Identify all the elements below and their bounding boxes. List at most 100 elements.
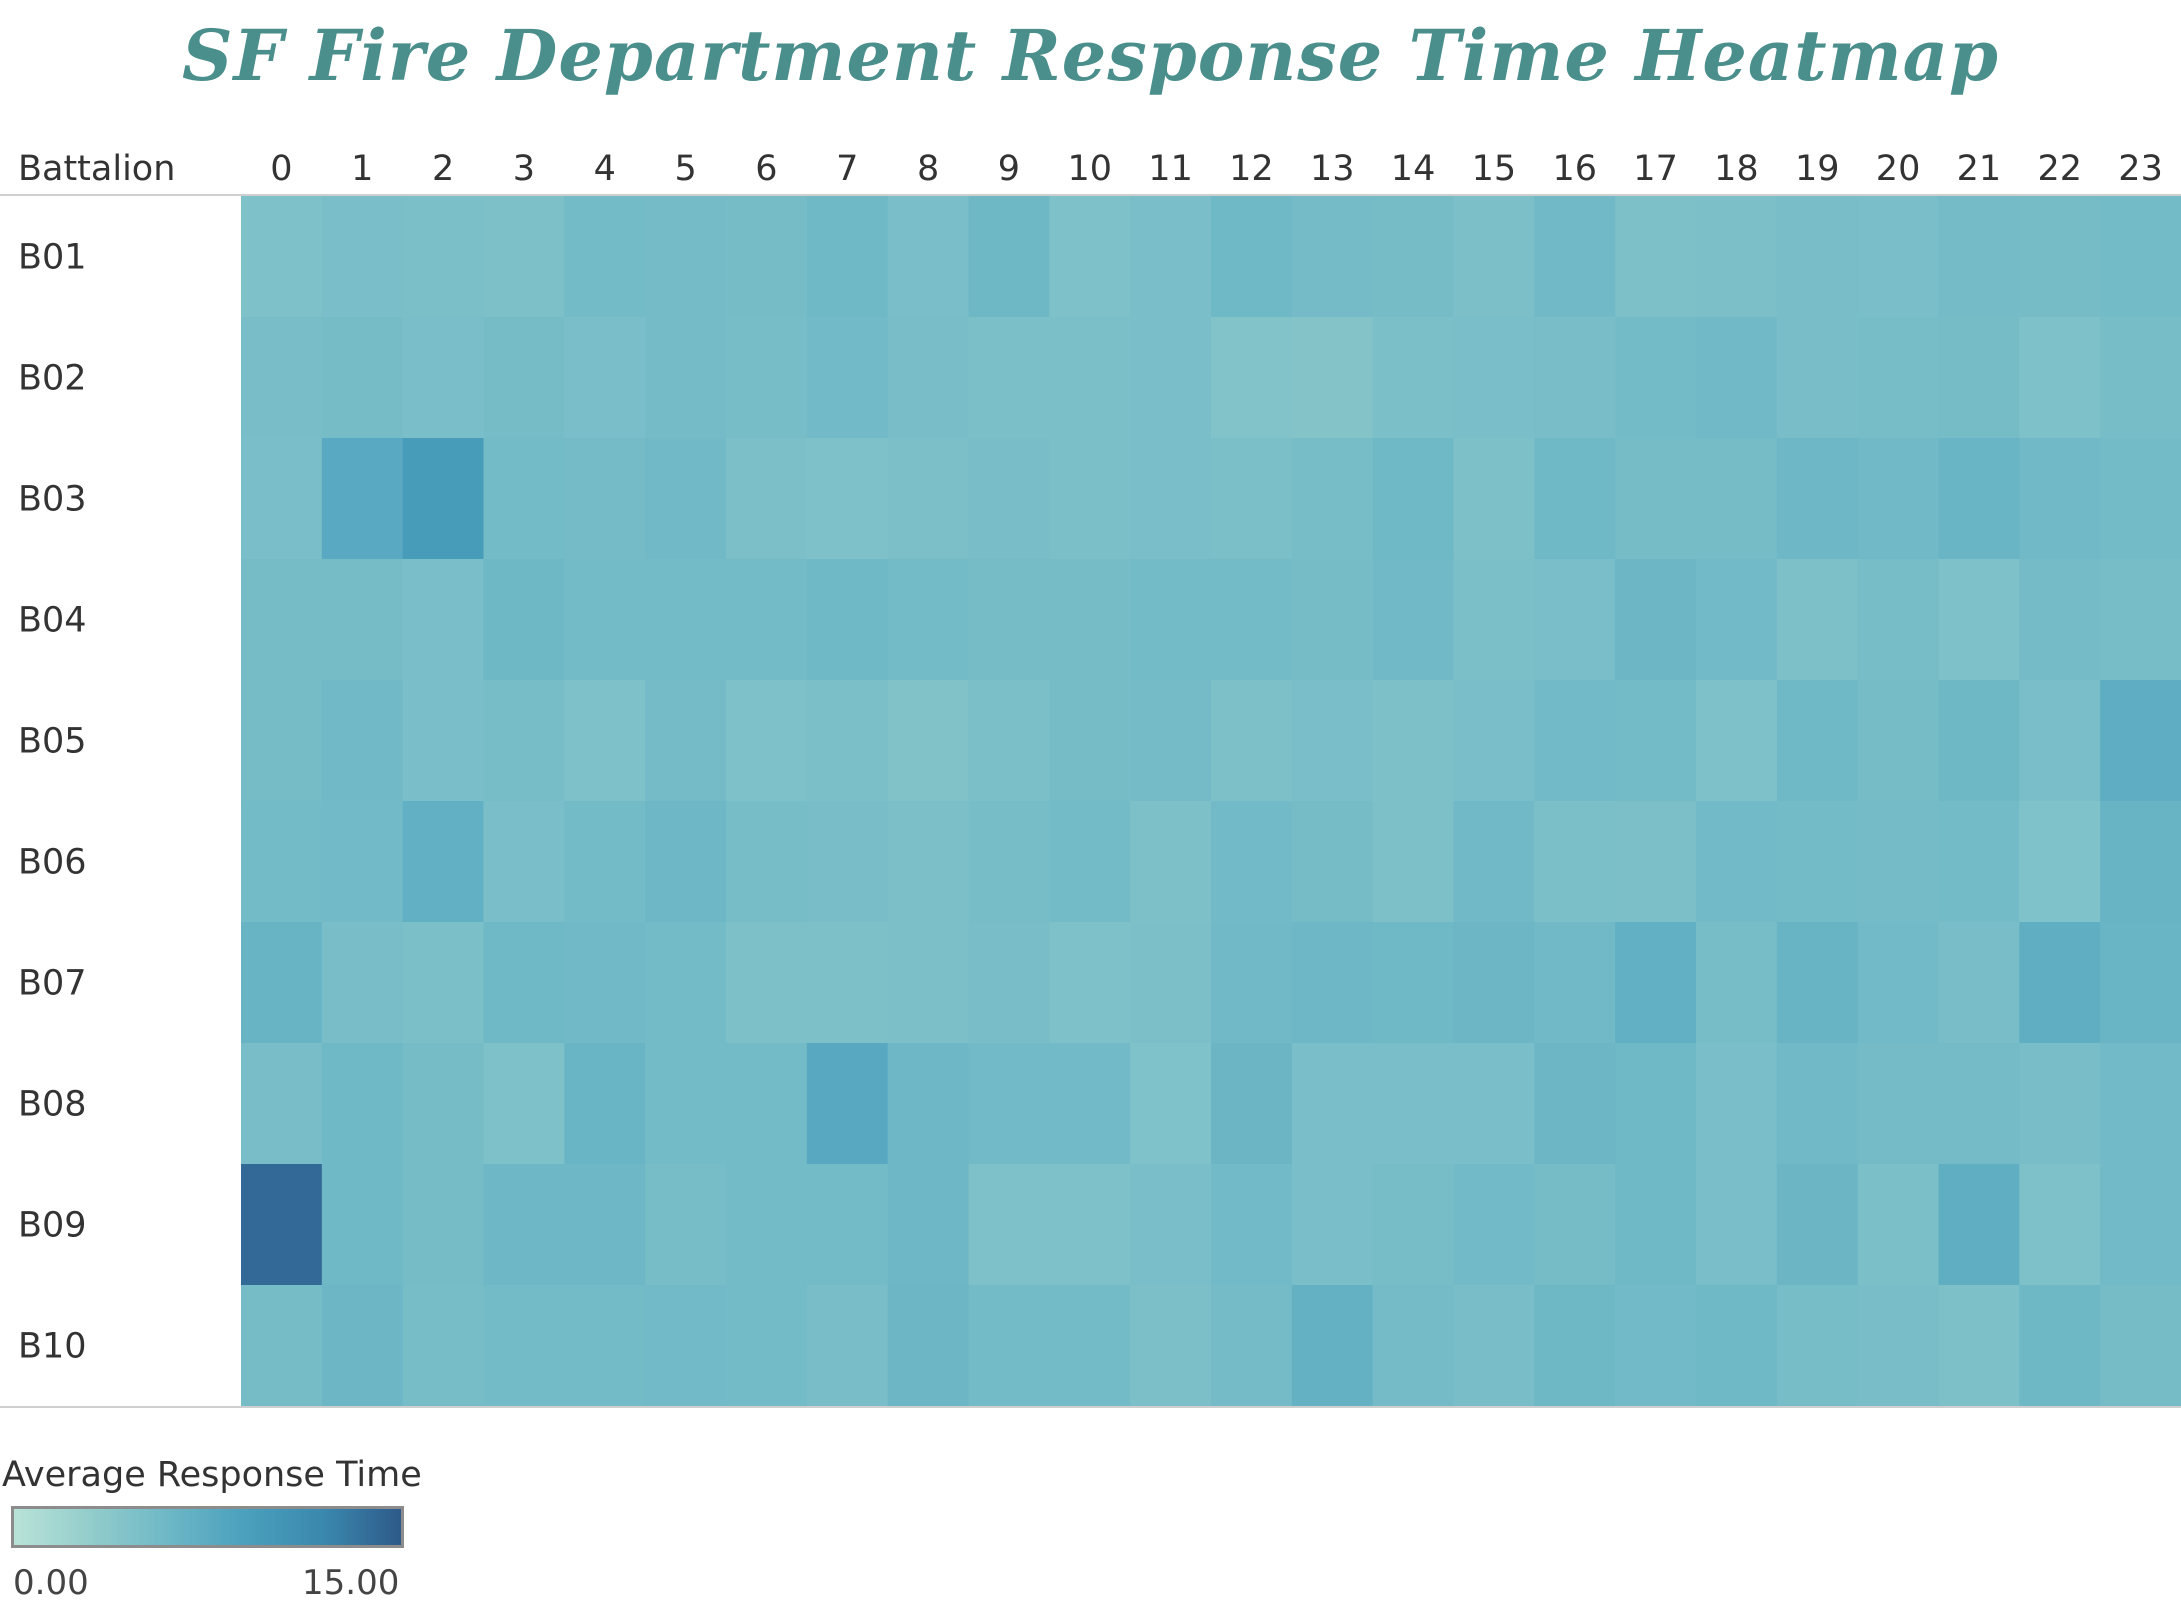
heatmap-cell[interactable] — [1615, 1285, 1697, 1407]
heatmap-cell[interactable] — [806, 438, 889, 560]
heatmap-cell[interactable] — [1291, 680, 1374, 802]
heatmap-cell[interactable] — [1534, 801, 1616, 923]
heatmap-cell[interactable] — [2019, 438, 2101, 560]
heatmap-cell[interactable] — [1696, 922, 1778, 1044]
heatmap-cell[interactable] — [321, 1285, 404, 1407]
heatmap-cell[interactable] — [1453, 559, 1535, 681]
heatmap-cell[interactable] — [564, 1285, 646, 1407]
heatmap-cell[interactable] — [321, 922, 404, 1044]
heatmap-cell[interactable] — [1291, 1043, 1374, 1165]
heatmap-cell[interactable] — [2100, 438, 2181, 560]
heatmap-cell[interactable] — [968, 438, 1050, 560]
heatmap-cell[interactable] — [1372, 801, 1455, 923]
heatmap-cell[interactable] — [321, 1043, 404, 1165]
heatmap-cell[interactable] — [1211, 1043, 1293, 1165]
heatmap-cell[interactable] — [1938, 922, 2020, 1044]
heatmap-cell[interactable] — [645, 317, 727, 439]
heatmap-cell[interactable] — [1696, 317, 1778, 439]
heatmap-cell[interactable] — [1211, 922, 1293, 1044]
heatmap-cell[interactable] — [1615, 922, 1697, 1044]
heatmap-cell[interactable] — [1372, 680, 1455, 802]
heatmap-cell[interactable] — [1776, 1285, 1859, 1407]
heatmap-cell[interactable] — [887, 1164, 970, 1286]
heatmap-cell[interactable] — [806, 196, 889, 318]
heatmap-cell[interactable] — [968, 922, 1050, 1044]
heatmap-cell[interactable] — [321, 559, 404, 681]
heatmap-cell[interactable] — [968, 1285, 1050, 1407]
heatmap-cell[interactable] — [2100, 1043, 2181, 1165]
heatmap-cell[interactable] — [483, 559, 565, 681]
heatmap-cell[interactable] — [645, 1164, 727, 1286]
heatmap-cell[interactable] — [1291, 196, 1374, 318]
heatmap-cell[interactable] — [806, 559, 889, 681]
heatmap-cell[interactable] — [241, 317, 323, 439]
heatmap-cell[interactable] — [1291, 801, 1374, 923]
heatmap-cell[interactable] — [1130, 317, 1212, 439]
heatmap-cell[interactable] — [1534, 317, 1616, 439]
heatmap-cell[interactable] — [645, 1043, 727, 1165]
heatmap-cell[interactable] — [1938, 317, 2020, 439]
heatmap-cell[interactable] — [2019, 922, 2101, 1044]
heatmap-cell[interactable] — [1615, 438, 1697, 560]
heatmap-cell[interactable] — [402, 801, 485, 923]
heatmap-cell[interactable] — [887, 196, 970, 318]
heatmap-cell[interactable] — [1938, 438, 2020, 560]
heatmap-cell[interactable] — [321, 1164, 404, 1286]
heatmap-cell[interactable] — [1776, 801, 1859, 923]
heatmap-cell[interactable] — [1776, 922, 1859, 1044]
heatmap-cell[interactable] — [1291, 438, 1374, 560]
heatmap-cell[interactable] — [1453, 1164, 1535, 1286]
heatmap-cell[interactable] — [483, 438, 565, 560]
heatmap-cell[interactable] — [1049, 559, 1131, 681]
heatmap-cell[interactable] — [2019, 1285, 2101, 1407]
heatmap-cell[interactable] — [402, 559, 485, 681]
heatmap-cell[interactable] — [1857, 922, 1940, 1044]
heatmap-cell[interactable] — [1938, 559, 2020, 681]
heatmap-cell[interactable] — [321, 438, 404, 560]
heatmap-cell[interactable] — [1857, 196, 1940, 318]
heatmap-cell[interactable] — [1696, 559, 1778, 681]
heatmap-cell[interactable] — [1372, 196, 1455, 318]
heatmap-cell[interactable] — [321, 680, 404, 802]
heatmap-cell[interactable] — [1615, 1164, 1697, 1286]
heatmap-cell[interactable] — [1130, 559, 1212, 681]
heatmap-cell[interactable] — [402, 1164, 485, 1286]
heatmap-cell[interactable] — [1696, 680, 1778, 802]
heatmap-cell[interactable] — [1857, 680, 1940, 802]
heatmap-cell[interactable] — [1615, 196, 1697, 318]
heatmap-cell[interactable] — [564, 801, 646, 923]
heatmap-cell[interactable] — [1211, 680, 1293, 802]
heatmap-cell[interactable] — [241, 801, 323, 923]
heatmap-cell[interactable] — [2019, 1043, 2101, 1165]
heatmap-cell[interactable] — [1534, 1164, 1616, 1286]
heatmap-cell[interactable] — [2019, 801, 2101, 923]
heatmap-cell[interactable] — [1857, 1043, 1940, 1165]
heatmap-cell[interactable] — [726, 196, 808, 318]
heatmap-cell[interactable] — [1696, 1164, 1778, 1286]
heatmap-cell[interactable] — [1211, 801, 1293, 923]
heatmap-cell[interactable] — [321, 801, 404, 923]
heatmap-cell[interactable] — [1857, 1164, 1940, 1286]
heatmap-cell[interactable] — [887, 1285, 970, 1407]
heatmap-cell[interactable] — [645, 801, 727, 923]
heatmap-cell[interactable] — [1453, 196, 1535, 318]
heatmap-cell[interactable] — [241, 1164, 323, 1286]
heatmap-cell[interactable] — [806, 801, 889, 923]
heatmap-cell[interactable] — [1453, 438, 1535, 560]
heatmap-cell[interactable] — [402, 196, 485, 318]
heatmap-cell[interactable] — [1049, 196, 1131, 318]
heatmap-cell[interactable] — [1453, 317, 1535, 439]
heatmap-cell[interactable] — [887, 559, 970, 681]
heatmap-cell[interactable] — [321, 196, 404, 318]
heatmap-cell[interactable] — [1130, 680, 1212, 802]
heatmap-cell[interactable] — [1291, 317, 1374, 439]
heatmap-cell[interactable] — [483, 680, 565, 802]
heatmap-cell[interactable] — [564, 438, 646, 560]
heatmap-cell[interactable] — [726, 1043, 808, 1165]
heatmap-cell[interactable] — [1049, 317, 1131, 439]
heatmap-cell[interactable] — [1938, 1043, 2020, 1165]
heatmap-cell[interactable] — [1938, 801, 2020, 923]
heatmap-cell[interactable] — [887, 438, 970, 560]
heatmap-cell[interactable] — [1534, 922, 1616, 1044]
heatmap-cell[interactable] — [1776, 196, 1859, 318]
